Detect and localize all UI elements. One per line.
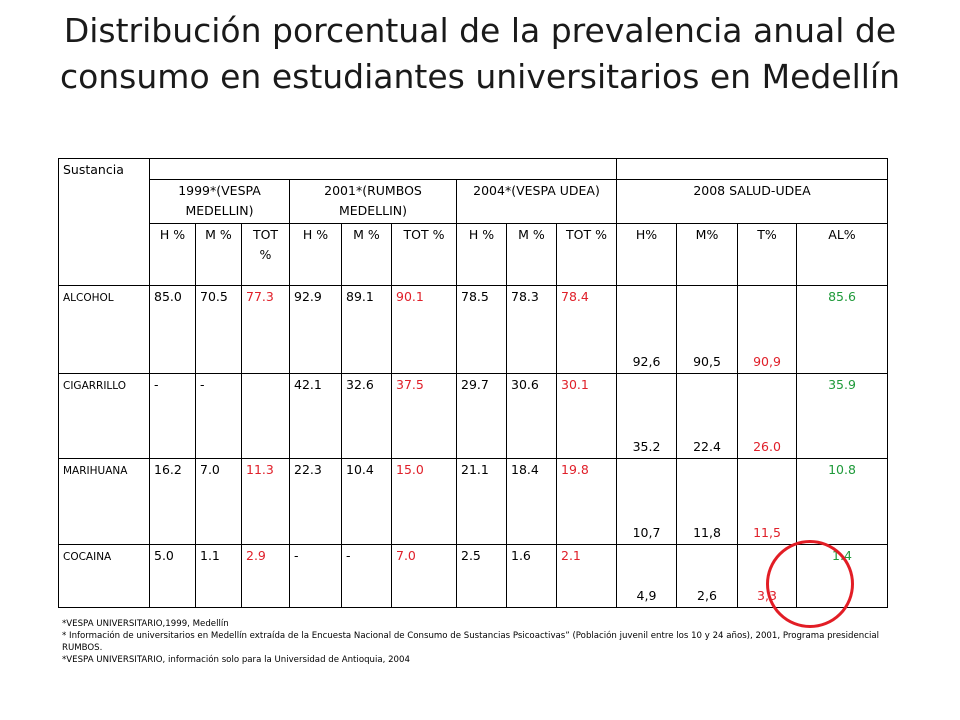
subheader-cell: TOT % — [556, 223, 617, 287]
data-cell: 18.4 — [506, 458, 557, 545]
subheader-cell: M% — [676, 223, 738, 287]
subheader-cell: M % — [506, 223, 557, 287]
row-label: CIGARRILLO — [58, 372, 150, 460]
table-row: CIGARRILLO - - 42.1 32.6 37.5 29.7 30.6 … — [58, 372, 888, 460]
data-cell: 10.4 — [341, 458, 392, 545]
data-cell: 89.1 — [341, 285, 392, 374]
table-row: MARIHUANA 16.2 7.0 11.3 22.3 10.4 15.0 2… — [58, 458, 888, 545]
subheader-cell: M % — [341, 223, 392, 287]
data-cell: 77.3 — [241, 285, 290, 374]
data-cell: 35.9 — [796, 372, 888, 460]
subheader-cell: AL% — [796, 223, 888, 287]
data-cell: 21.1 — [456, 458, 507, 545]
prevalence-table: Sustancia 1999*(VESPA MEDELLIN) 2001*(RU… — [58, 157, 888, 609]
subheader-cell: T% — [737, 223, 797, 287]
row-label: COCAINA — [58, 543, 150, 609]
data-cell: 92.9 — [289, 285, 342, 374]
data-cell: 7.0 — [195, 458, 242, 545]
data-cell: 85.6 — [796, 285, 888, 374]
data-cell: 78.5 — [456, 285, 507, 374]
subheader-cell: H % — [149, 223, 196, 287]
data-cell: 90,9 — [737, 285, 797, 374]
subheader-cell: H % — [289, 223, 342, 287]
data-cell: 15.0 — [391, 458, 457, 545]
subheader-cell: H% — [616, 223, 677, 287]
corner-header: Sustancia — [58, 157, 150, 287]
data-cell: 4,9 — [616, 543, 677, 609]
footnote: *VESPA UNIVERSITARIO, información solo p… — [62, 655, 410, 665]
data-cell: 2.9 — [241, 543, 290, 609]
data-cell: 19.8 — [556, 458, 617, 545]
data-cell: 29.7 — [456, 372, 507, 460]
page-title: Distribución porcentual de la prevalenci… — [59, 11, 901, 96]
data-cell: 42.1 — [289, 372, 342, 460]
data-cell: 78.4 — [556, 285, 617, 374]
group-header-2001: 2001*(RUMBOS MEDELLIN) — [289, 179, 457, 225]
data-cell: 22.4 — [676, 372, 738, 460]
data-cell: 78.3 — [506, 285, 557, 374]
table-row: COCAINA 5.0 1.1 2.9 - - 7.0 2.5 1.6 2.1 … — [58, 543, 888, 609]
data-cell — [241, 372, 290, 460]
group-header-2008: 2008 SALUD-UDEA — [616, 179, 888, 225]
data-cell: - — [341, 543, 392, 609]
data-cell: 92,6 — [616, 285, 677, 374]
data-cell: 1.6 — [506, 543, 557, 609]
data-cell: 90,5 — [676, 285, 738, 374]
footnote: *VESPA UNIVERSITARIO,1999, Medellín — [62, 619, 229, 629]
data-cell: 85.0 — [149, 285, 196, 374]
data-cell: - — [289, 543, 342, 609]
group-header-2004: 2004*(VESPA UDEA) — [456, 179, 617, 225]
blank-header-cell — [616, 157, 888, 181]
subheader-cell: TOT % — [391, 223, 457, 287]
footnote: * Información de universitarios en Medel… — [62, 631, 879, 653]
subheader-cell: M % — [195, 223, 242, 287]
row-label: MARIHUANA — [58, 458, 150, 545]
data-cell: 2,6 — [676, 543, 738, 609]
data-cell: 7.0 — [391, 543, 457, 609]
data-cell: 30.6 — [506, 372, 557, 460]
data-cell: 10,7 — [616, 458, 677, 545]
data-cell: 5.0 — [149, 543, 196, 609]
data-cell: 2.5 — [456, 543, 507, 609]
data-cell: 30.1 — [556, 372, 617, 460]
data-cell: 16.2 — [149, 458, 196, 545]
footnotes: *VESPA UNIVERSITARIO,1999, Medellín * In… — [62, 618, 902, 666]
subheader-cell: H % — [456, 223, 507, 287]
data-cell: 90.1 — [391, 285, 457, 374]
data-cell: 10.8 — [796, 458, 888, 545]
data-cell: 1.1 — [195, 543, 242, 609]
data-cell: 26.0 — [737, 372, 797, 460]
data-cell: 2.1 — [556, 543, 617, 609]
data-cell: 37.5 — [391, 372, 457, 460]
data-cell: 11,8 — [676, 458, 738, 545]
blank-header-cell — [149, 157, 617, 181]
data-cell: 11,5 — [737, 458, 797, 545]
group-header-1999: 1999*(VESPA MEDELLIN) — [149, 179, 290, 225]
data-cell: 11.3 — [241, 458, 290, 545]
data-cell: - — [195, 372, 242, 460]
subheader-cell: TOT % — [241, 223, 290, 287]
row-label: ALCOHOL — [58, 285, 150, 374]
highlight-circle — [766, 540, 854, 628]
data-cell: 70.5 — [195, 285, 242, 374]
data-cell: 35.2 — [616, 372, 677, 460]
data-cell: 32.6 — [341, 372, 392, 460]
data-cell: 22.3 — [289, 458, 342, 545]
table-row: ALCOHOL 85.0 70.5 77.3 92.9 89.1 90.1 78… — [58, 285, 888, 374]
data-cell: - — [149, 372, 196, 460]
